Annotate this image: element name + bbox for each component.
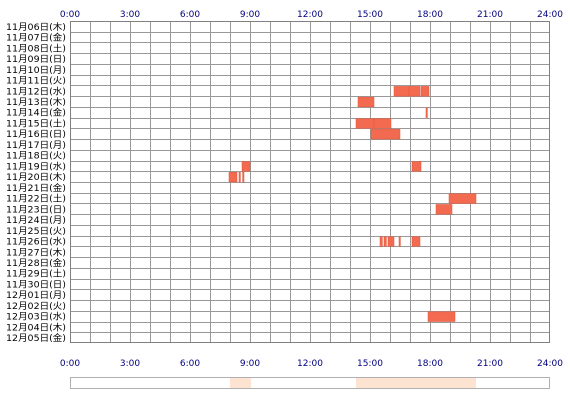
day-label: 11月21日(金) [6, 182, 66, 194]
activity-bar [398, 236, 401, 247]
day-label: 11月10日(月) [6, 65, 66, 76]
activity-bar [238, 172, 241, 183]
activity-bar [241, 161, 251, 172]
activity-bar [425, 107, 428, 118]
day-label: 11月19日(水) [6, 160, 66, 172]
plot-frame [70, 21, 550, 343]
day-label: 11月28日(金) [6, 257, 66, 269]
top-tick-label: 24:00 [537, 10, 563, 20]
day-label: 12月01日(月) [6, 290, 66, 301]
bottom-tick-label: 0:00 [60, 359, 80, 369]
day-label: 11月09日(日) [6, 54, 66, 65]
day-label: 11月20日(木) [6, 171, 66, 183]
day-label: 11月14日(金) [6, 107, 66, 119]
activity-bar [448, 193, 477, 204]
top-tick-label: 9:00 [240, 10, 260, 20]
day-label: 11月06日(木) [6, 21, 66, 33]
day-label: 11月23日(日) [6, 204, 66, 215]
day-label: 11月11日(火) [6, 76, 66, 87]
activity-bar [357, 96, 375, 108]
bottom-tick-label: 9:00 [240, 359, 260, 369]
top-tick-label: 0:00 [60, 10, 80, 20]
activity-bars [228, 86, 477, 322]
day-label: 11月13日(木) [6, 96, 66, 108]
summary-frame [70, 377, 550, 389]
day-label: 11月24日(月) [6, 215, 66, 226]
day-label: 11月29日(土) [6, 268, 66, 280]
activity-bar [387, 236, 395, 247]
bottom-tick-labels: 0:00 3:00 6:00 9:00 12:00 15:00 18:00 21:00 24:0… [60, 359, 563, 369]
activity-bar [355, 118, 375, 129]
day-label: 11月15日(土) [6, 118, 66, 130]
grid [70, 21, 550, 343]
bottom-tick-label: 24:00 [537, 359, 563, 369]
day-label: 11月17日(月) [6, 140, 66, 151]
bottom-tick-label: 21:00 [477, 359, 503, 369]
activity-bar [379, 236, 383, 247]
day-label: 11月25日(火) [6, 226, 66, 237]
bottom-tick-label: 12:00 [297, 359, 323, 369]
activity-bar [408, 86, 421, 97]
activity-bar [370, 129, 401, 140]
day-label: 11月22日(土) [6, 193, 66, 205]
day-label: 11月30日(日) [6, 280, 66, 291]
activity-bar [427, 311, 456, 322]
activity-bar [228, 172, 238, 183]
day-label: 12月02日(火) [6, 301, 66, 312]
activity-bar [393, 86, 410, 97]
activity-bar [411, 236, 421, 247]
summary-band [356, 377, 476, 389]
top-tick-label: 18:00 [417, 10, 443, 20]
day-label: 12月05日(金) [6, 332, 66, 344]
activity-bar [373, 118, 392, 129]
activity-bar [242, 172, 245, 183]
day-label: 12月03日(水) [6, 311, 66, 323]
day-label: 11月16日(日) [6, 129, 66, 140]
summary-strip [70, 377, 550, 389]
top-tick-label: 21:00 [477, 10, 503, 20]
bottom-tick-label: 6:00 [180, 359, 200, 369]
day-label: 11月26日(水) [6, 236, 66, 248]
top-tick-label: 12:00 [297, 10, 323, 20]
bottom-tick-label: 3:00 [120, 359, 140, 369]
top-tick-label: 6:00 [180, 10, 200, 20]
top-tick-label: 3:00 [120, 10, 140, 20]
day-label: 11月12日(水) [6, 85, 66, 97]
day-label: 11月08日(土) [6, 42, 66, 54]
plot-border [70, 21, 550, 343]
activity-bar [420, 86, 430, 97]
day-label: 11月27日(木) [6, 246, 66, 258]
bottom-tick-label: 15:00 [357, 359, 383, 369]
top-tick-labels: 0:00 3:00 6:00 9:00 12:00 15:00 18:00 21:00 24:0… [60, 10, 563, 20]
top-tick-label: 15:00 [357, 10, 383, 20]
activity-bar [383, 236, 387, 247]
summary-band [230, 377, 251, 389]
activity-bar [435, 204, 453, 215]
activity-bar [411, 161, 422, 172]
day-labels: 11月06日(木)11月07日(金)11月08日(土)11月09日(日)11月1… [6, 21, 66, 344]
bottom-tick-label: 18:00 [417, 359, 443, 369]
day-label: 12月04日(木) [6, 321, 66, 333]
day-label: 11月07日(金) [6, 32, 66, 44]
day-label: 11月18日(火) [6, 151, 66, 162]
